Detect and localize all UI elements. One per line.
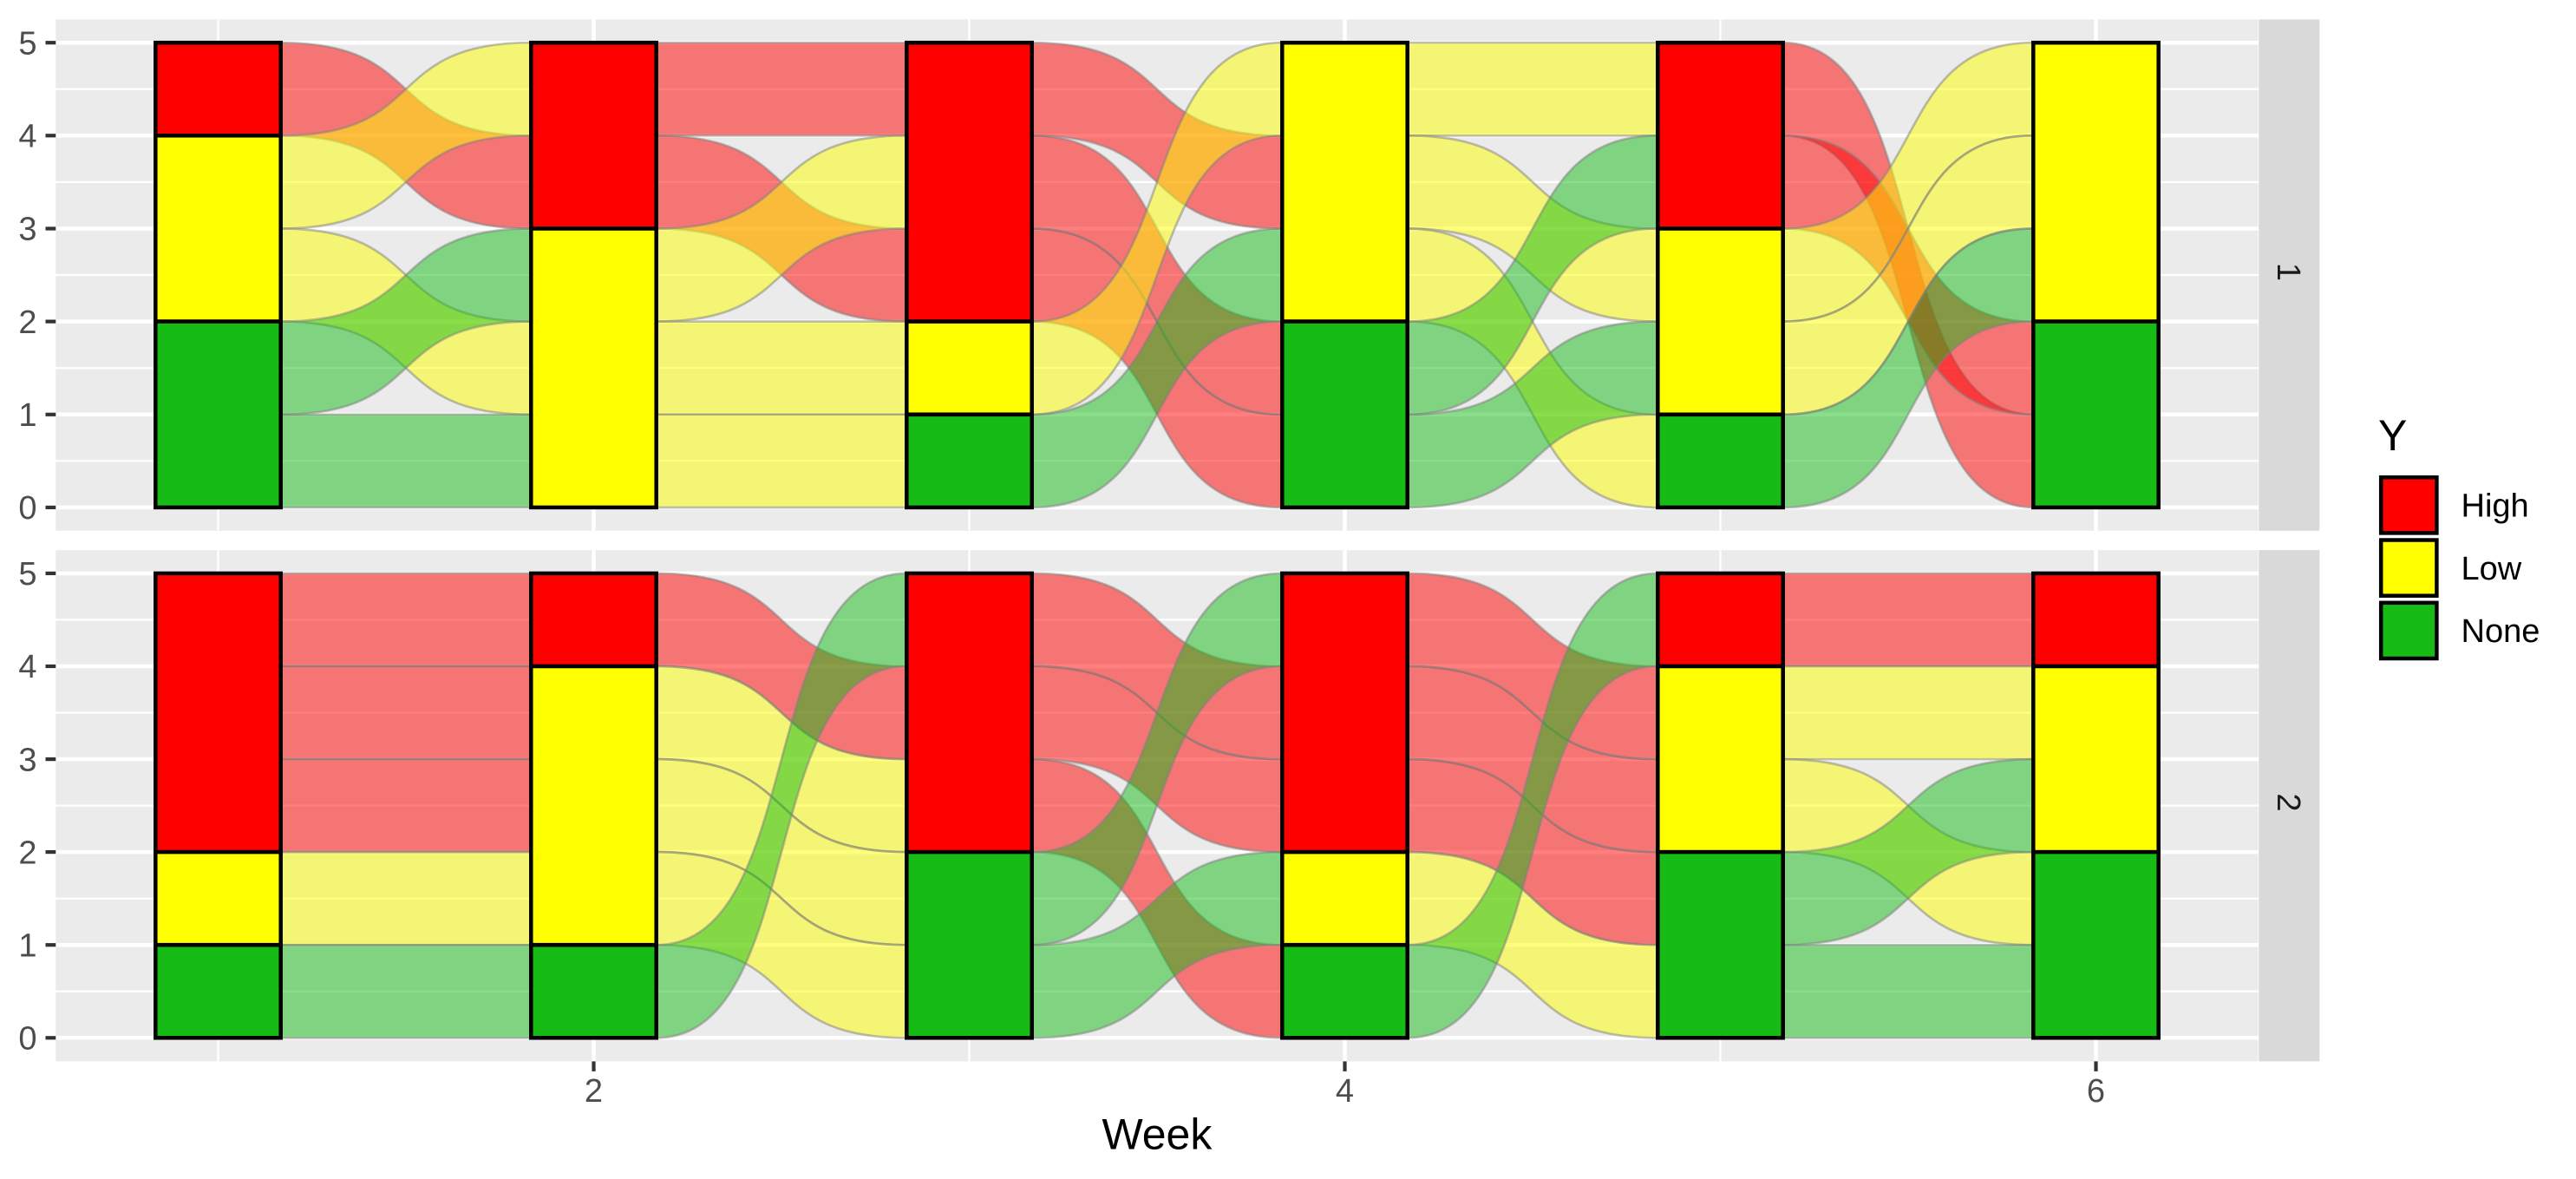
svg-text:0: 0	[18, 1021, 36, 1058]
svg-text:4: 4	[18, 649, 36, 685]
svg-text:5: 5	[18, 556, 36, 593]
svg-text:2: 2	[585, 1073, 603, 1110]
svg-text:2: 2	[18, 835, 36, 871]
svg-text:Y: Y	[2378, 411, 2407, 460]
svg-text:High: High	[2462, 488, 2529, 525]
svg-text:3: 3	[18, 212, 36, 248]
svg-text:1: 1	[18, 927, 36, 964]
svg-text:4: 4	[1336, 1073, 1354, 1110]
svg-text:5: 5	[18, 25, 36, 62]
svg-text:0: 0	[18, 490, 36, 527]
svg-text:2: 2	[18, 305, 36, 341]
svg-text:None: None	[2462, 613, 2540, 650]
svg-text:Low: Low	[2462, 551, 2522, 587]
svg-text:3: 3	[18, 742, 36, 778]
svg-text:6: 6	[2087, 1073, 2105, 1110]
svg-text:4: 4	[18, 119, 36, 155]
svg-text:2: 2	[2270, 793, 2306, 811]
svg-text:Week: Week	[1102, 1110, 1213, 1158]
svg-text:1: 1	[2270, 263, 2306, 281]
svg-text:1: 1	[18, 397, 36, 434]
